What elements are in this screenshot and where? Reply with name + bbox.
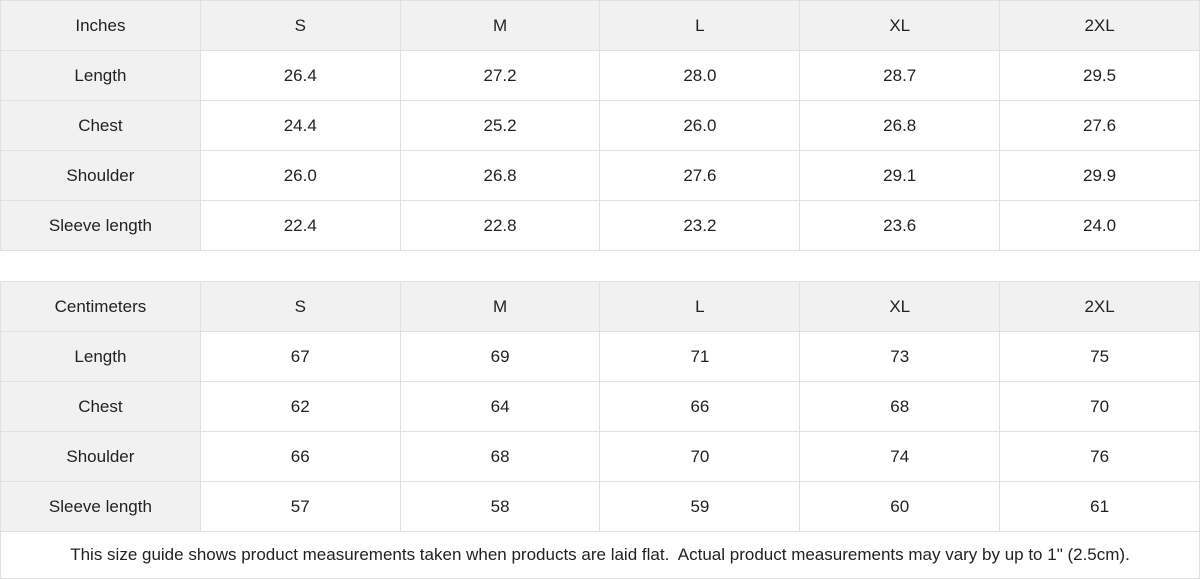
centimeters-table: Centimeters S M L XL 2XL Length 67 69 71… xyxy=(0,281,1200,579)
measurement-cell: 61 xyxy=(999,481,1200,532)
measurement-cell: 68 xyxy=(399,431,601,482)
measurement-cell: 26.8 xyxy=(799,100,1001,151)
measurement-cell: 26.0 xyxy=(199,150,401,201)
measurement-cell: 25.2 xyxy=(399,100,601,151)
size-column-header: XL xyxy=(799,0,1001,51)
measurement-cell: 69 xyxy=(399,331,601,382)
size-column-header: M xyxy=(399,0,601,51)
table-row: Shoulder 66 68 70 74 76 xyxy=(0,431,1200,482)
measurement-cell: 58 xyxy=(399,481,601,532)
table-row: Shoulder 26.0 26.8 27.6 29.1 29.9 xyxy=(0,150,1200,201)
row-label: Shoulder xyxy=(0,150,201,201)
measurement-cell: 24.4 xyxy=(199,100,401,151)
table-footer-row: This size guide shows product measuremen… xyxy=(0,531,1200,579)
measurement-cell: 68 xyxy=(799,381,1001,432)
row-label: Shoulder xyxy=(0,431,201,482)
table-gap-spacer xyxy=(0,251,1200,281)
measurement-cell: 28.0 xyxy=(599,50,801,101)
measurement-cell: 75 xyxy=(999,331,1200,382)
size-column-header: L xyxy=(599,281,801,332)
measurement-cell: 29.1 xyxy=(799,150,1001,201)
measurement-cell: 62 xyxy=(199,381,401,432)
measurement-cell: 27.2 xyxy=(399,50,601,101)
row-label: Sleeve length xyxy=(0,481,201,532)
measurement-cell: 57 xyxy=(199,481,401,532)
measurement-cell: 73 xyxy=(799,331,1001,382)
size-column-header: L xyxy=(599,0,801,51)
measurement-cell: 22.8 xyxy=(399,200,601,251)
size-guide-note: This size guide shows product measuremen… xyxy=(0,531,1200,579)
measurement-cell: 76 xyxy=(999,431,1200,482)
size-column-header: S xyxy=(199,0,401,51)
table-row: Chest 24.4 25.2 26.0 26.8 27.6 xyxy=(0,100,1200,151)
row-label: Length xyxy=(0,50,201,101)
measurement-cell: 29.5 xyxy=(999,50,1200,101)
measurement-cell: 70 xyxy=(599,431,801,482)
measurement-cell: 71 xyxy=(599,331,801,382)
measurement-cell: 66 xyxy=(599,381,801,432)
table-row: Sleeve length 57 58 59 60 61 xyxy=(0,481,1200,532)
size-column-header: 2XL xyxy=(999,0,1200,51)
measurement-cell: 74 xyxy=(799,431,1001,482)
inches-table: Inches S M L XL 2XL Length 26.4 27.2 28.… xyxy=(0,0,1200,251)
row-label: Length xyxy=(0,331,201,382)
row-label: Sleeve length xyxy=(0,200,201,251)
size-column-header: 2XL xyxy=(999,281,1200,332)
measurement-cell: 27.6 xyxy=(599,150,801,201)
measurement-cell: 24.0 xyxy=(999,200,1200,251)
measurement-cell: 64 xyxy=(399,381,601,432)
table-row: Sleeve length 22.4 22.8 23.2 23.6 24.0 xyxy=(0,200,1200,251)
measurement-cell: 60 xyxy=(799,481,1001,532)
measurement-cell: 27.6 xyxy=(999,100,1200,151)
size-column-header: M xyxy=(399,281,601,332)
measurement-cell: 67 xyxy=(199,331,401,382)
table-row: Length 67 69 71 73 75 xyxy=(0,331,1200,382)
table-header-row: Inches S M L XL 2XL xyxy=(0,0,1200,51)
measurement-cell: 70 xyxy=(999,381,1200,432)
measurement-cell: 28.7 xyxy=(799,50,1001,101)
measurement-cell: 29.9 xyxy=(999,150,1200,201)
size-column-header: S xyxy=(199,281,401,332)
measurement-cell: 26.0 xyxy=(599,100,801,151)
size-column-header: XL xyxy=(799,281,1001,332)
table-row: Chest 62 64 66 68 70 xyxy=(0,381,1200,432)
row-label: Chest xyxy=(0,381,201,432)
measurement-cell: 26.4 xyxy=(199,50,401,101)
measurement-cell: 23.2 xyxy=(599,200,801,251)
measurement-cell: 22.4 xyxy=(199,200,401,251)
unit-header-inches: Inches xyxy=(0,0,201,51)
table-row: Length 26.4 27.2 28.0 28.7 29.5 xyxy=(0,50,1200,101)
row-label: Chest xyxy=(0,100,201,151)
measurement-cell: 66 xyxy=(199,431,401,482)
unit-header-centimeters: Centimeters xyxy=(0,281,201,332)
table-header-row: Centimeters S M L XL 2XL xyxy=(0,281,1200,332)
measurement-cell: 26.8 xyxy=(399,150,601,201)
measurement-cell: 59 xyxy=(599,481,801,532)
measurement-cell: 23.6 xyxy=(799,200,1001,251)
